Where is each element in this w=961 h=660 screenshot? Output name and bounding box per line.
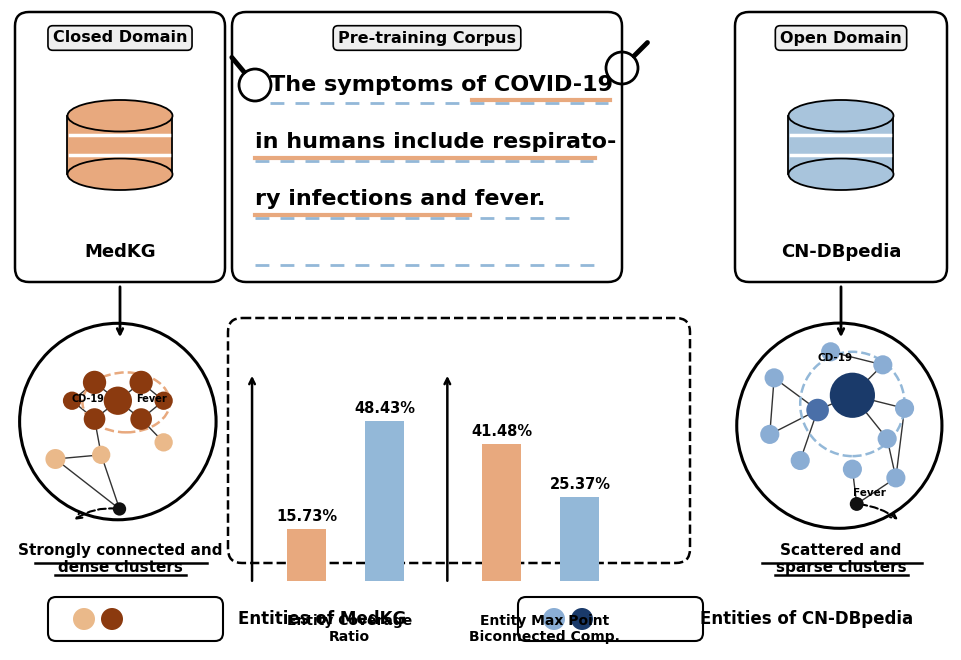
Text: Entity Max Point
Biconnected Comp.: Entity Max Point Biconnected Comp.	[469, 614, 620, 644]
Circle shape	[45, 449, 65, 469]
Circle shape	[130, 409, 152, 430]
Ellipse shape	[788, 100, 893, 131]
Text: CN-DBpedia: CN-DBpedia	[780, 243, 900, 261]
Circle shape	[842, 459, 861, 478]
Circle shape	[104, 387, 132, 415]
Bar	[788, 115, 893, 174]
Circle shape	[62, 391, 81, 410]
Text: Strongly connected and
dense clusters: Strongly connected and dense clusters	[17, 543, 222, 576]
Bar	[67, 115, 172, 174]
Circle shape	[894, 399, 913, 418]
Ellipse shape	[788, 158, 893, 190]
Circle shape	[101, 608, 123, 630]
Circle shape	[821, 343, 839, 362]
Circle shape	[805, 399, 828, 421]
Text: 15.73%: 15.73%	[276, 509, 337, 524]
FancyBboxPatch shape	[232, 12, 622, 282]
Text: 25.37%: 25.37%	[549, 477, 610, 492]
Text: Fever: Fever	[136, 394, 167, 404]
Text: CD-19: CD-19	[817, 353, 851, 363]
Circle shape	[885, 469, 904, 488]
Circle shape	[155, 433, 173, 451]
Circle shape	[873, 355, 892, 374]
Text: 41.48%: 41.48%	[471, 424, 532, 439]
Ellipse shape	[67, 158, 172, 190]
Text: ry infections and fever.: ry infections and fever.	[255, 189, 545, 209]
Text: Open Domain: Open Domain	[779, 30, 900, 46]
Text: in humans include respirato-: in humans include respirato-	[255, 132, 616, 152]
Text: Closed Domain: Closed Domain	[53, 30, 187, 46]
FancyBboxPatch shape	[48, 597, 223, 641]
Circle shape	[112, 502, 126, 515]
FancyBboxPatch shape	[15, 12, 225, 282]
FancyBboxPatch shape	[517, 597, 702, 641]
Text: Entities of MedKG: Entities of MedKG	[237, 610, 406, 628]
Text: MedKG: MedKG	[85, 243, 156, 261]
Circle shape	[73, 608, 95, 630]
Circle shape	[155, 391, 173, 410]
Circle shape	[829, 373, 875, 418]
Circle shape	[571, 608, 592, 630]
Text: Fever: Fever	[852, 488, 885, 498]
Circle shape	[759, 425, 778, 444]
Circle shape	[876, 429, 896, 448]
Bar	[365, 420, 404, 581]
Circle shape	[849, 497, 863, 511]
Text: Pre-training Corpus: Pre-training Corpus	[337, 30, 515, 46]
Bar	[286, 529, 326, 581]
Circle shape	[92, 446, 111, 464]
Text: Entities of CN-DBpedia: Entities of CN-DBpedia	[700, 610, 912, 628]
Text: CD-19: CD-19	[71, 394, 105, 404]
FancyBboxPatch shape	[228, 318, 689, 563]
FancyBboxPatch shape	[734, 12, 946, 282]
Text: Scattered and
sparse clusters: Scattered and sparse clusters	[775, 543, 905, 576]
Circle shape	[83, 371, 106, 394]
Circle shape	[790, 451, 809, 470]
Circle shape	[84, 409, 106, 430]
Circle shape	[542, 608, 564, 630]
Bar	[560, 497, 599, 581]
Text: 48.43%: 48.43%	[354, 401, 415, 416]
Ellipse shape	[67, 100, 172, 131]
Circle shape	[764, 368, 783, 387]
Text: Entity Coverage
Ratio: Entity Coverage Ratio	[286, 614, 411, 644]
Bar	[481, 444, 521, 581]
Text: The symptoms of COVID-19: The symptoms of COVID-19	[270, 75, 612, 95]
Circle shape	[130, 371, 153, 394]
